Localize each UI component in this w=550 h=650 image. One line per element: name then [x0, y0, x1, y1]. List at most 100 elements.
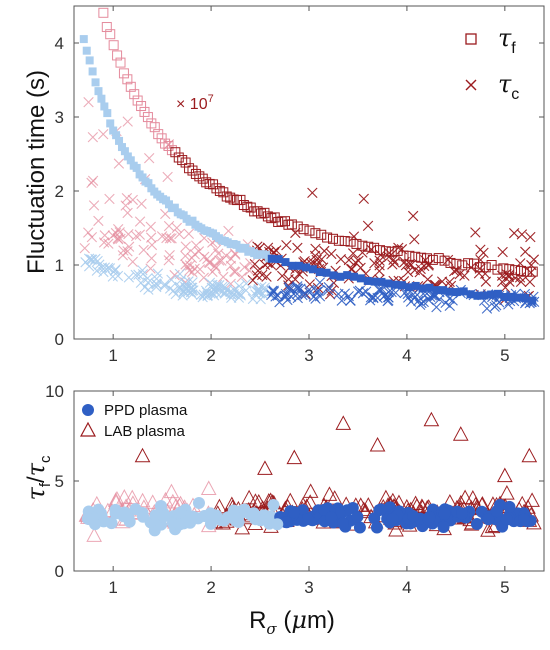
tau-c-lab-point	[353, 255, 364, 266]
tau-f-point	[374, 245, 385, 256]
tau-f-point	[115, 57, 126, 68]
tau-c-lab-point	[118, 245, 129, 256]
tau-f-point	[433, 253, 444, 264]
tau-c-ppd-point-stroke	[345, 295, 356, 306]
tau-c-lab-point-stroke	[180, 259, 191, 270]
ppd-ratio-point	[386, 513, 399, 526]
top-y-tick-label: 0	[55, 330, 64, 349]
tau-c-lab-point-stroke	[524, 276, 536, 288]
tau-c-lab-point-stroke	[202, 253, 213, 265]
tau-f-point	[221, 191, 232, 202]
tau-c-ppd-point-stroke	[274, 297, 285, 308]
tau-c-ppd-point-stroke	[83, 253, 95, 264]
ratio-num-sub: f	[37, 482, 54, 487]
tau-c-lab-point-stroke	[99, 230, 110, 241]
tau-c-ppd-point-stroke	[168, 285, 179, 296]
legend-ppd-label: PPD plasma	[104, 402, 188, 419]
tau-f-ppd-point	[100, 102, 109, 111]
ppd-ratio-point	[267, 499, 280, 512]
lab-ratio-point	[480, 522, 496, 537]
tau-c-lab-point-stroke	[198, 272, 209, 283]
tau-f-ppd-point	[411, 281, 420, 290]
tau-c-lab-point	[362, 220, 374, 232]
tau-c-lab-point-stroke	[193, 246, 205, 257]
tau-c-lab-point	[307, 187, 318, 198]
tau-c-ppd-point	[142, 272, 153, 284]
ppd-ratio-point	[518, 513, 531, 526]
tau-f-point	[177, 155, 188, 166]
tau-c-lab-point-stroke	[131, 230, 142, 242]
tau-c-lab-point-stroke	[79, 242, 90, 254]
tau-c-ppd-point-stroke	[201, 287, 213, 298]
tau-f-ppd-point	[343, 271, 352, 280]
tau-c-ppd-point	[311, 286, 323, 298]
tau-f-point	[122, 74, 133, 85]
tau-c-lab-point-stroke	[134, 216, 146, 227]
tau-f-point	[180, 157, 191, 168]
tau-c-ppd-point	[280, 288, 292, 300]
tau-c-lab-point-stroke	[475, 244, 486, 255]
tau-c-lab-point	[343, 254, 355, 266]
tau-c-lab-point	[508, 227, 520, 239]
tau-c-lab-point	[86, 232, 98, 243]
tau-c-ppd-point-stroke	[343, 290, 354, 302]
tau-c-ppd-point-stroke	[413, 295, 424, 306]
tau-c-lab-point	[88, 200, 100, 211]
tau-f-point	[160, 138, 171, 149]
tau-c-ppd-point	[283, 281, 295, 292]
tau-c-ppd-point-stroke	[210, 283, 221, 294]
tau-f-point	[139, 106, 150, 117]
lab-ratio-point	[355, 501, 372, 517]
tau-f-ppd-point	[94, 87, 103, 96]
lab-ratio-point	[335, 415, 352, 430]
tau-c-lab-point	[174, 228, 185, 240]
tau-f-ppd-point	[500, 292, 509, 301]
tau-c-ppd-point-stroke	[87, 254, 98, 265]
tau-c-lab-point-stroke	[409, 234, 420, 245]
tau-f-point	[463, 258, 474, 269]
tau-f-ppd-point	[507, 292, 516, 301]
tau-f-point	[310, 228, 321, 239]
annotation-base: × 10	[176, 96, 208, 113]
tau-c-lab-point-stroke	[525, 267, 536, 278]
tau-c-lab-point	[145, 263, 156, 274]
tau-f-point	[316, 229, 327, 240]
tau-c-ppd-point-stroke	[323, 284, 334, 296]
tau-c-lab-point	[239, 261, 250, 273]
tau-c-lab-point	[183, 228, 195, 240]
tau-f-ppd-point	[103, 109, 112, 118]
tau-c-lab-point-stroke	[383, 251, 395, 263]
tau-c-lab-point-stroke	[180, 241, 191, 252]
tau-c-ppd-point-stroke	[256, 281, 267, 292]
tau-f-ppd-point	[493, 289, 502, 298]
tau-f-ppd-point	[439, 286, 448, 295]
ppd-ratio-point	[336, 517, 349, 530]
tau-f-point	[474, 262, 485, 273]
tau-c-lab-point-stroke	[117, 250, 129, 261]
tau-f-point	[156, 133, 167, 144]
tau-c-ppd-point-stroke	[284, 283, 295, 294]
tau-f-ppd-point	[117, 143, 126, 152]
tau-c-ppd-point-stroke	[360, 286, 372, 297]
tau-c-ppd-point-stroke	[164, 283, 176, 294]
tau-c-lab-point	[369, 258, 380, 269]
tau-c-lab-point	[225, 278, 236, 289]
tau-c-lab-point	[146, 253, 157, 264]
tau-c-lab-point-stroke	[442, 254, 454, 266]
tau-f-ppd-point	[115, 136, 124, 145]
tau-c-lab-point-stroke	[436, 276, 448, 287]
tau-c-ppd-point	[291, 288, 303, 300]
tau-c-lab-point	[236, 271, 248, 283]
tau-f-point	[280, 216, 291, 227]
tau-f-ppd-point	[356, 274, 365, 283]
tau-c-lab-point-stroke	[225, 260, 237, 271]
tau-c-lab-point-stroke	[118, 245, 129, 256]
lab-ratio-point	[86, 527, 102, 542]
tau-c-lab-point	[504, 276, 515, 287]
tau-f-ppd-point	[391, 280, 400, 289]
tau-c-lab-point-stroke	[203, 257, 215, 268]
top-y-tick-label: 1	[55, 256, 64, 275]
tau-c-lab-point-stroke	[292, 242, 303, 254]
bottom-y-tick-label: 10	[45, 382, 64, 401]
tau-c-ppd-point-stroke	[151, 281, 162, 293]
